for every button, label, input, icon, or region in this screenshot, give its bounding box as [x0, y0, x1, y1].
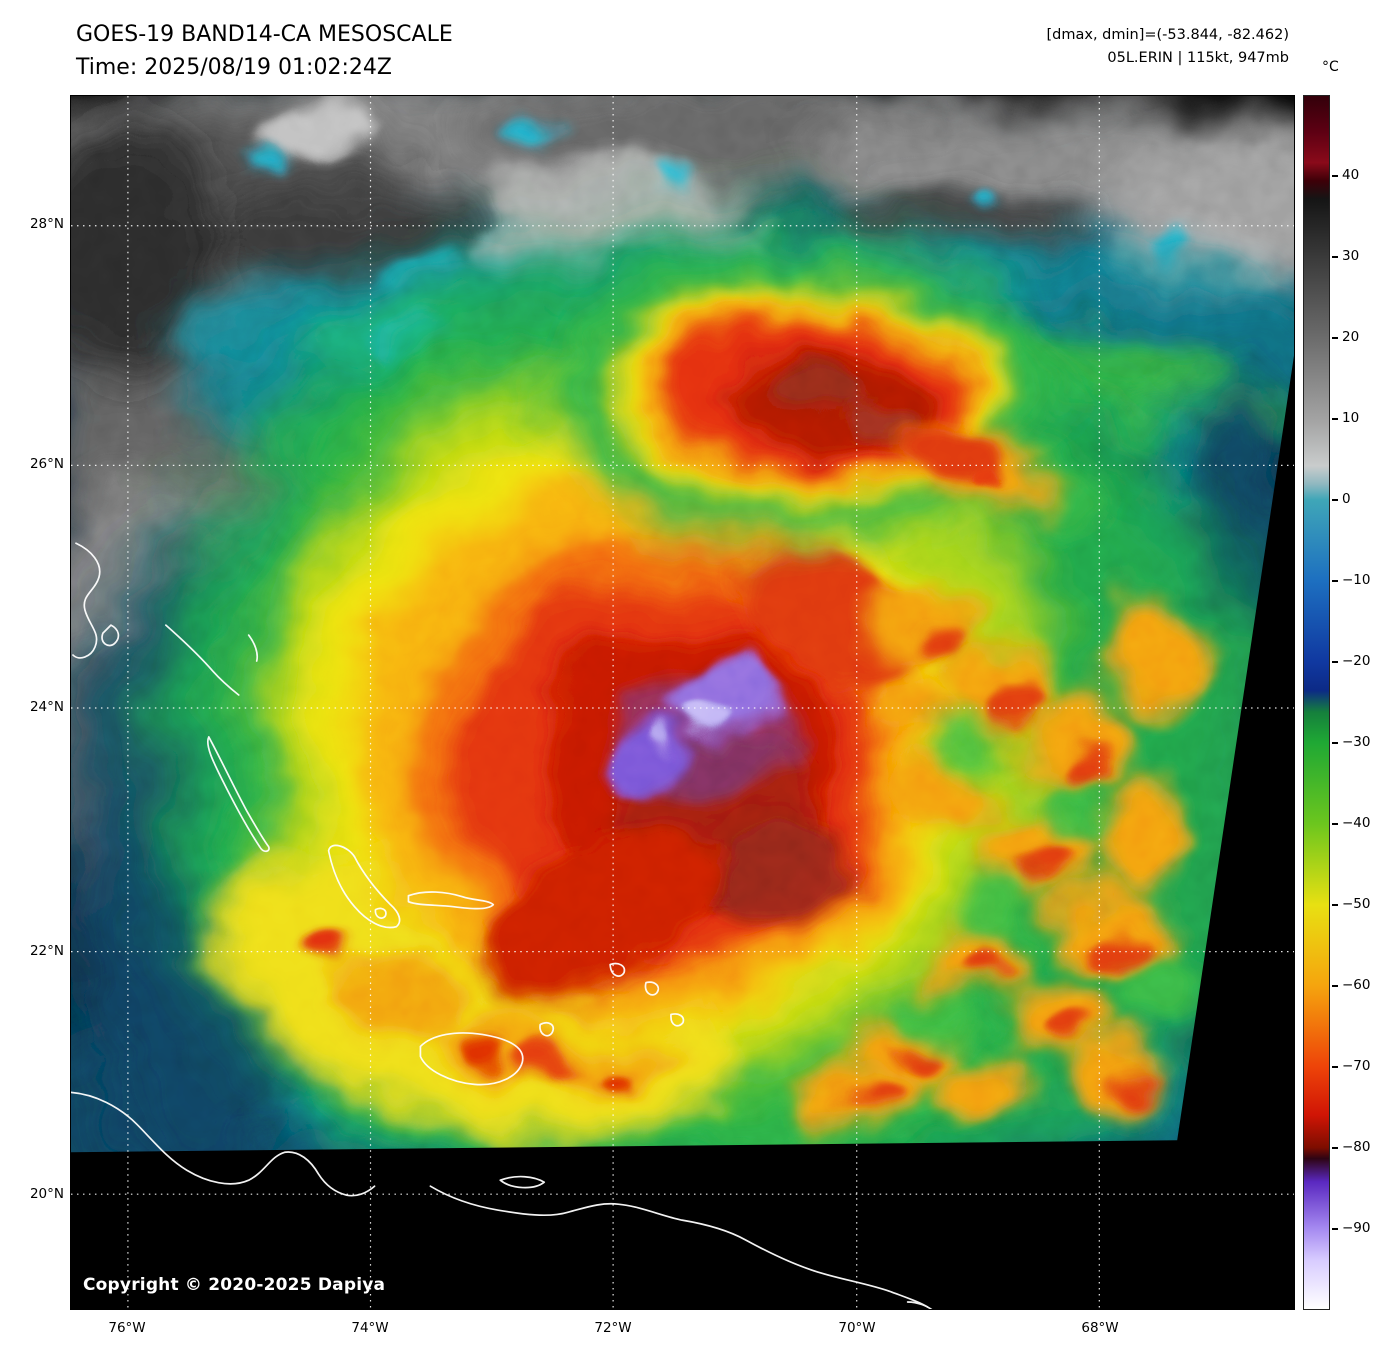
colorbar-tick	[1332, 499, 1338, 501]
timestamp: Time: 2025/08/19 01:02:24Z	[76, 55, 392, 80]
colorbar-tick-label: 20	[1342, 329, 1360, 345]
coastline-mayaguana	[407, 891, 495, 910]
colorbar-tick	[1332, 175, 1338, 177]
storm-status: 05L.ERIN | 115kt, 947mb	[1107, 50, 1289, 66]
coastline-island	[101, 624, 120, 647]
product-title: GOES-19 BAND14-CA MESOSCALE	[76, 22, 453, 47]
coastline-islet	[906, 1301, 933, 1309]
lat-label-22n: 22°N	[29, 943, 64, 959]
lat-label-26n: 26°N	[29, 456, 64, 472]
colorbar-tick	[1332, 1147, 1338, 1149]
colorbar-tick-label: 10	[1342, 410, 1360, 426]
colorbar-tick	[1332, 418, 1338, 420]
colorbar-tick-label: −70	[1342, 1058, 1371, 1074]
satellite-image	[71, 96, 1294, 1309]
coastlines	[71, 542, 933, 1309]
gridlines	[71, 96, 1294, 1309]
coastline-caicos-1	[609, 962, 626, 977]
lat-label-28n: 28°N	[29, 216, 64, 232]
colorbar-tick	[1332, 1228, 1338, 1230]
colorbar-tick	[1332, 823, 1338, 825]
colorbar-tick	[1332, 256, 1338, 258]
lon-label-72w: 72°W	[594, 1320, 632, 1336]
colorbar-tick-label: −20	[1342, 653, 1371, 669]
coastline-great-inagua	[419, 1032, 524, 1086]
lon-label-70w: 70°W	[838, 1320, 876, 1336]
map-area: Copyright © 2020-2025 Dapiya	[70, 95, 1295, 1310]
coastline-caicos-2	[644, 981, 660, 996]
colorbar-tick-label: −90	[1342, 1220, 1371, 1236]
coastline-eleuthera	[164, 624, 240, 696]
colorbar-tick	[1332, 661, 1338, 663]
colorbar-tick	[1332, 742, 1338, 744]
info-block: [dmax, dmin]=(-53.844, -82.462) 05L.ERIN…	[1047, 24, 1290, 70]
coastline-cat-island	[247, 634, 259, 662]
lat-label-24n: 24°N	[29, 699, 64, 715]
colorbar-tick	[1332, 904, 1338, 906]
colorbar-unit: °C	[1322, 59, 1339, 75]
coastline-acklins	[327, 844, 401, 929]
colorbar-tick	[1332, 580, 1338, 582]
colorbar-tick-label: 40	[1342, 167, 1360, 183]
colorbar-tick-label: −60	[1342, 977, 1371, 993]
dmax-dmin-readout: [dmax, dmin]=(-53.844, -82.462)	[1046, 27, 1290, 43]
colorbar-tick-label: −80	[1342, 1139, 1371, 1155]
coastline-tortuga	[499, 1175, 546, 1189]
colorbar-tick-label: −30	[1342, 734, 1371, 750]
colorbar	[1303, 95, 1330, 1310]
lon-label-76w: 76°W	[108, 1320, 146, 1336]
title-block: GOES-19 BAND14-CA MESOSCALE Time: 2025/0…	[76, 18, 453, 84]
coastline-turks	[670, 1013, 685, 1027]
lon-label-68w: 68°W	[1081, 1320, 1119, 1336]
colorbar-tick-label: 30	[1342, 248, 1360, 264]
coastline-andros	[72, 542, 101, 659]
colorbar-tick	[1332, 337, 1338, 339]
texture-overlay	[71, 96, 1294, 1309]
lat-label-20n: 20°N	[29, 1186, 64, 1202]
coastline-cay	[374, 907, 387, 919]
copyright-watermark: Copyright © 2020-2025 Dapiya	[83, 1275, 386, 1295]
coastline-little-inagua	[539, 1022, 555, 1037]
colorbar-tick-label: 0	[1342, 491, 1351, 507]
colorbar-tick	[1332, 1066, 1338, 1068]
lon-label-74w: 74°W	[351, 1320, 389, 1336]
colorbar-tick	[1332, 985, 1338, 987]
coastline-long-island	[207, 736, 270, 853]
colorbar-tick-label: −10	[1342, 572, 1371, 588]
colorbar-tick-label: −50	[1342, 896, 1371, 912]
scan-edge-mask	[71, 355, 1294, 1309]
coastline-hispaniola	[429, 1185, 929, 1308]
colorbar-tick-label: −40	[1342, 815, 1371, 831]
